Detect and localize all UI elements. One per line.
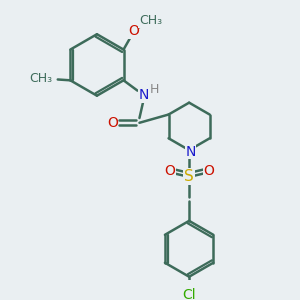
Text: O: O [128, 24, 139, 38]
Text: H: H [150, 83, 160, 96]
Text: Cl: Cl [182, 288, 196, 300]
Text: N: N [139, 88, 149, 102]
Text: CH₃: CH₃ [29, 72, 52, 86]
Text: O: O [164, 164, 175, 178]
Text: O: O [203, 164, 214, 178]
Text: O: O [107, 116, 118, 130]
Text: N: N [185, 145, 196, 159]
Text: S: S [184, 169, 194, 184]
Text: CH₃: CH₃ [139, 14, 162, 27]
